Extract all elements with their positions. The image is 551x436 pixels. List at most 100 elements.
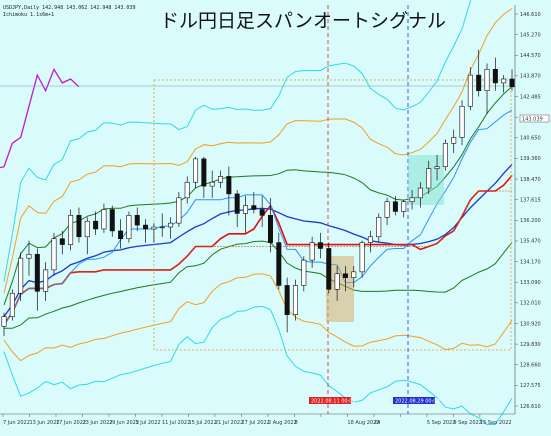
x-tick-label: 21 Jul 2022 — [215, 420, 243, 426]
candle-body — [509, 78, 515, 88]
candle-body — [301, 259, 307, 286]
x-tick-label: 2 Aug 2022 — [268, 420, 297, 426]
band-lines — [0, 0, 513, 426]
candle-body — [18, 257, 24, 294]
x-tick-label: 15 Jul 2022 — [188, 420, 216, 426]
x-tick-label: 18 Aug 2022 — [347, 420, 379, 426]
y-tick-label: 145.270 — [520, 32, 541, 38]
x-tick-label: 5 Jul 2022 — [135, 420, 160, 426]
candle-body — [93, 220, 99, 230]
chart-title: ドル円日足スパンオートシグナル — [160, 10, 446, 32]
candle-body — [209, 181, 215, 187]
candle-body — [267, 215, 273, 243]
y-tick-label: 128.660 — [520, 363, 541, 369]
candle-body — [109, 209, 115, 232]
candle-body — [309, 242, 315, 261]
candle-body — [459, 105, 465, 138]
x-tick-label: 27 Jul 2022 — [241, 420, 269, 426]
candle-body — [351, 271, 357, 278]
candle-body — [359, 242, 365, 273]
candle-body — [442, 142, 448, 167]
x-tick-label: 29 Jun 2022 — [109, 420, 139, 426]
candle-body — [251, 205, 257, 210]
y-tick-label: 126.610 — [520, 404, 541, 410]
band-minus-2 — [3, 273, 513, 362]
candle-body — [276, 242, 282, 286]
candle-body — [193, 158, 199, 183]
candle-body — [492, 68, 498, 84]
x-tick-label: 7 Jun 2022 — [3, 420, 30, 426]
y-tick-label: 137.615 — [520, 197, 541, 203]
candle-body — [409, 197, 415, 203]
candle-body — [334, 273, 340, 290]
candle-body — [434, 166, 440, 169]
candle-body — [234, 193, 240, 214]
candle-body — [384, 201, 390, 218]
x-tick-label: 24 — [374, 420, 380, 426]
candle-body — [151, 226, 157, 230]
y-tick-label: 132.010 — [520, 301, 541, 307]
x-tick-label: 23 Jun 2022 — [82, 420, 112, 426]
vline-label-box-2 — [393, 397, 435, 404]
x-tick-label: 5 Sep 2022 — [427, 420, 456, 426]
candle-body — [401, 201, 407, 212]
x-tick-label: 15 Sep 2022 — [480, 420, 512, 426]
x-tick-label: 9 Sep 2022 — [453, 420, 482, 426]
y-tick-label: 134.170 — [520, 259, 541, 265]
candle-body — [26, 253, 32, 259]
band-plus-3 — [3, 0, 472, 282]
chikou-line — [0, 67, 80, 169]
kijun-line — [3, 174, 513, 325]
x-tick-label: 11 Jul 2022 — [162, 420, 190, 426]
candle-body — [467, 74, 473, 107]
y-tick-label: 133.090 — [520, 280, 541, 286]
candle-body — [501, 78, 507, 84]
candle-body — [476, 74, 482, 91]
y-tick-label: 127.575 — [520, 383, 541, 389]
vline-label-1: 2022.08.11 00:00 — [311, 399, 356, 405]
x-tick-label: 8 — [294, 420, 297, 426]
price-label: 143.039 — [522, 117, 543, 123]
dashed-lines — [0, 5, 515, 414]
candle-body — [68, 215, 74, 245]
y-tick-label: 143.870 — [520, 74, 541, 80]
candle-body — [176, 197, 182, 224]
range-box — [153, 79, 512, 351]
candle-body — [184, 181, 190, 199]
candle-body — [143, 224, 149, 230]
info-line-2: Ichimoku 1.1s6m+1 — [3, 12, 54, 18]
y-tick-label: 139.360 — [520, 156, 541, 162]
candle-body — [484, 68, 490, 91]
candle-body — [226, 176, 232, 195]
x-tick-label: 17 Jun 2022 — [56, 420, 86, 426]
candle-body — [43, 269, 49, 292]
vline-label-2: 2022.08.29 00:00 — [395, 399, 440, 405]
candle-body — [292, 285, 298, 315]
band-minus-1 — [4, 240, 513, 329]
tenkan-line — [3, 109, 513, 325]
candle-body — [59, 238, 65, 245]
band-plus-2 — [3, 8, 513, 294]
highlight-zone-2 — [408, 155, 444, 205]
candle-body — [34, 253, 40, 292]
candle-body — [259, 209, 265, 216]
candle-body — [168, 222, 174, 228]
candle-body — [76, 215, 82, 238]
y-tick-label: 140.650 — [520, 136, 541, 142]
y-tick-label: 142.485 — [520, 94, 541, 100]
candle-body — [51, 238, 57, 271]
candle-body — [342, 273, 348, 278]
y-tick-label: 129.830 — [520, 342, 541, 348]
candle-body — [417, 187, 423, 199]
price-label-box — [519, 114, 550, 123]
candles — [1, 49, 515, 337]
y-tick-label: 144.570 — [520, 53, 541, 59]
candle-body — [218, 176, 224, 183]
candle-body — [84, 220, 90, 238]
candle-body — [134, 215, 140, 226]
y-tick-label: 135.470 — [520, 239, 541, 245]
candle-body — [376, 216, 382, 238]
candle-body — [392, 201, 398, 212]
candle-body — [426, 168, 432, 189]
